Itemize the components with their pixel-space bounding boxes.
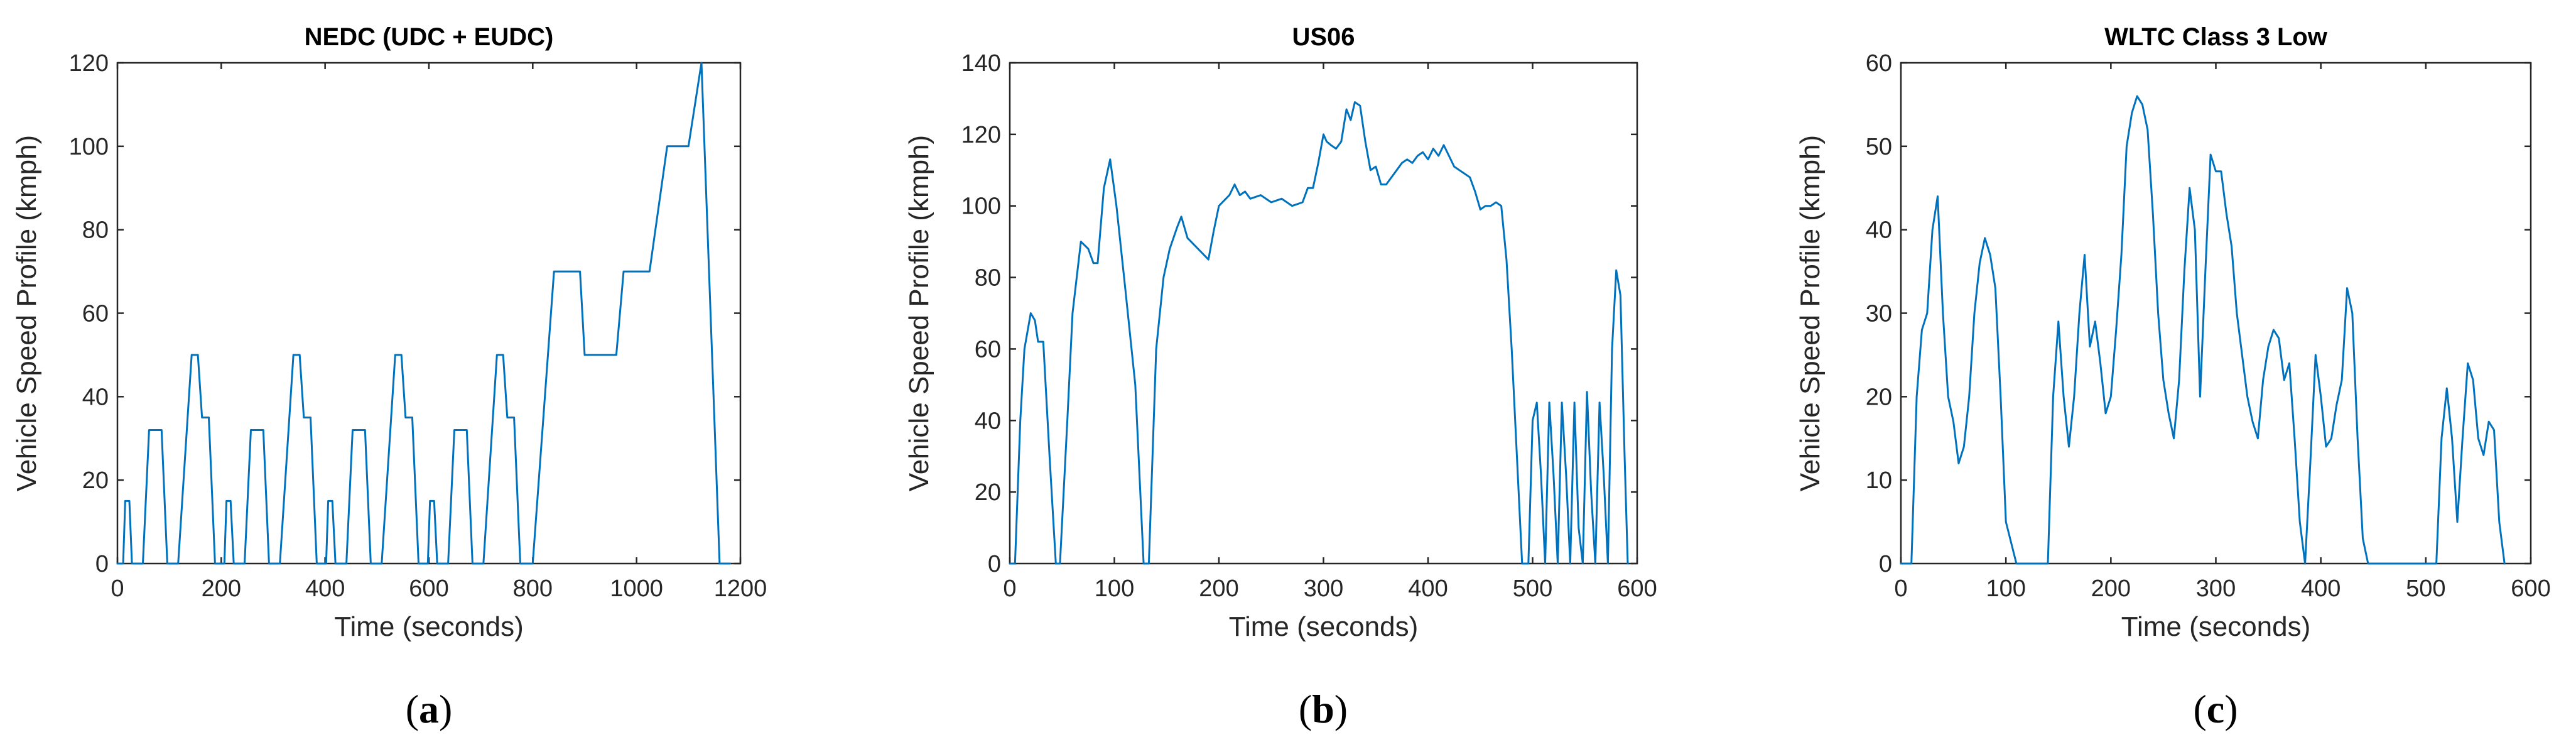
panel-label-letter: a xyxy=(419,687,439,731)
axis-frame xyxy=(116,62,742,565)
y-tick-label: 0 xyxy=(988,551,1001,577)
panel-label: (a) xyxy=(406,687,453,731)
y-tick-label: 80 xyxy=(82,217,109,244)
x-axis-label: Time (seconds) xyxy=(2121,611,2311,642)
y-tick-label: 30 xyxy=(1866,301,1892,327)
x-tick-label: 300 xyxy=(2196,576,2236,602)
x-tick-label: 400 xyxy=(1408,576,1448,602)
panel-label-paren: ( xyxy=(2193,687,2206,731)
y-tick-label: 60 xyxy=(1866,50,1892,77)
y-tick-label: 40 xyxy=(82,384,109,410)
x-tick-label: 600 xyxy=(409,576,448,602)
x-tick-label: 400 xyxy=(2301,576,2341,602)
series-line xyxy=(1900,95,2506,565)
panel-label-letter: c xyxy=(2207,687,2224,731)
chart-title: NEDC (UDC + EUDC) xyxy=(305,23,554,51)
y-tick-label: 120 xyxy=(69,50,109,77)
y-axis-label: Vehicle Speed Profile (kmph) xyxy=(904,135,934,491)
chart-panel-b: US06 0 100 200 300 400 500 600 0 20 40 60 80 100 120 14… xyxy=(904,23,1657,731)
panel-label-letter: b xyxy=(1312,687,1334,731)
y-tick-label: 50 xyxy=(1866,134,1892,160)
panel-label-paren: ) xyxy=(439,687,452,731)
x-tick-label: 0 xyxy=(1003,576,1016,602)
panel-label-paren: ( xyxy=(1299,687,1312,731)
series-line xyxy=(116,62,731,565)
y-axis-label: Vehicle Speed Profile (kmph) xyxy=(1795,135,1826,491)
y-tick-label: 40 xyxy=(975,408,1001,434)
x-tick-label: 1000 xyxy=(610,576,663,602)
axis-frame xyxy=(1900,62,2532,565)
panel-label-paren: ) xyxy=(2224,687,2238,731)
y-tick-label: 80 xyxy=(975,265,1001,292)
panel-label: (b) xyxy=(1299,687,1348,731)
x-axis-label: Time (seconds) xyxy=(1229,611,1419,642)
y-tick-label: 100 xyxy=(69,134,109,160)
panel-label: (c) xyxy=(2193,687,2238,731)
x-tick-label: 0 xyxy=(111,576,124,602)
chart-title: WLTC Class 3 Low xyxy=(2104,23,2328,51)
x-tick-label: 400 xyxy=(305,576,345,602)
x-tick-label: 1200 xyxy=(714,576,767,602)
x-tick-label: 100 xyxy=(1986,576,2025,602)
y-tick-label: 0 xyxy=(1879,551,1892,577)
x-tick-label: 0 xyxy=(1894,576,1907,602)
y-tick-label: 0 xyxy=(95,551,109,577)
panel-label-paren: ( xyxy=(406,687,419,731)
x-tick-label: 200 xyxy=(1199,576,1238,602)
x-tick-label: 300 xyxy=(1304,576,1343,602)
y-tick-label: 20 xyxy=(82,467,109,494)
y-tick-label: 40 xyxy=(1866,217,1892,244)
chart-panel-c: WLTC Class 3 Low 0 100 200 300 400 500 600 0 10 20… xyxy=(1795,23,2551,731)
x-tick-label: 200 xyxy=(202,576,241,602)
x-axis-label: Time (seconds) xyxy=(334,611,524,642)
x-tick-label: 100 xyxy=(1095,576,1134,602)
y-tick-label: 60 xyxy=(82,301,109,327)
y-tick-label: 120 xyxy=(961,122,1001,148)
y-axis-label: Vehicle Speed Profile (kmph) xyxy=(11,135,42,491)
x-tick-label: 500 xyxy=(1513,576,1552,602)
x-tick-label: 500 xyxy=(2406,576,2445,602)
y-tick-label: 20 xyxy=(975,479,1001,506)
chart-panel-a: NEDC (UDC + EUDC) 0 200 400 600 800 1000 1200 0 2… xyxy=(11,23,767,731)
y-tick-label: 140 xyxy=(961,50,1001,77)
y-tick-label: 100 xyxy=(961,194,1001,220)
y-tick-label: 20 xyxy=(1866,384,1892,410)
x-tick-label: 600 xyxy=(1617,576,1657,602)
x-tick-label: 200 xyxy=(2091,576,2131,602)
y-tick-label: 10 xyxy=(1866,467,1892,494)
x-tick-label: 800 xyxy=(513,576,553,602)
x-tick-label: 600 xyxy=(2511,576,2550,602)
y-tick-label: 60 xyxy=(975,336,1001,363)
chart-title: US06 xyxy=(1292,23,1355,51)
panel-label-paren: ) xyxy=(1334,687,1348,731)
series-line xyxy=(1009,101,1629,565)
